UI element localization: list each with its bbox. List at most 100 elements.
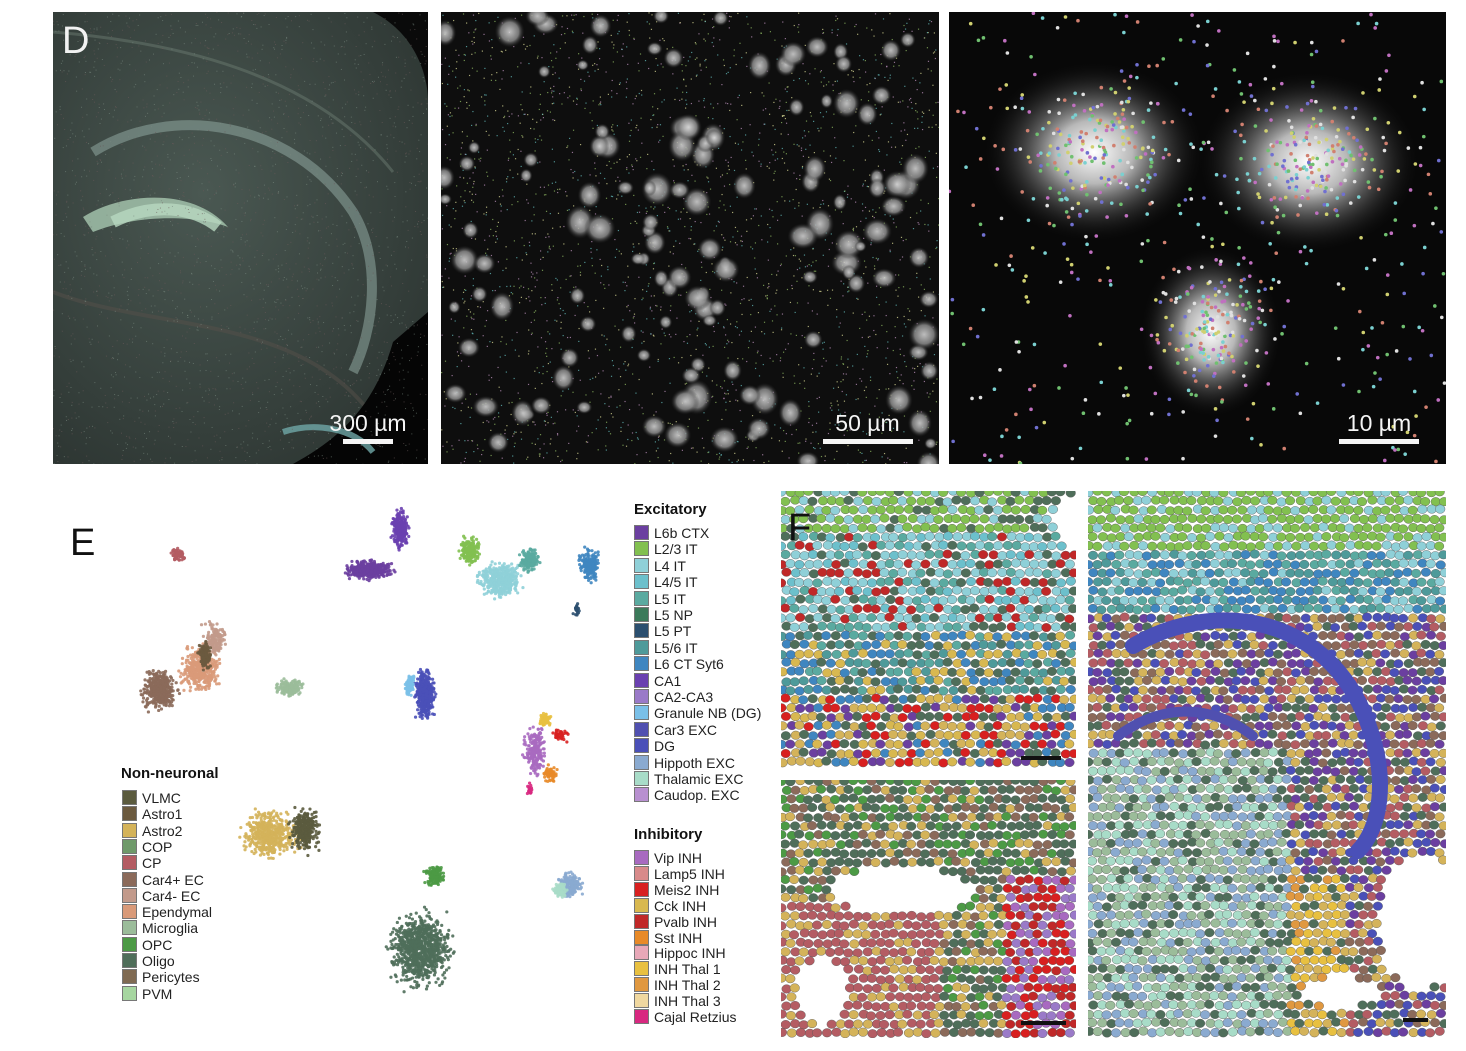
- legend-swatch: [634, 881, 649, 897]
- legend-label: L5/6 IT: [654, 639, 698, 656]
- legend-label: Meis2 INH: [654, 881, 720, 898]
- legend-item: INH Thal 2: [634, 977, 721, 993]
- legend-label: INH Thal 2: [654, 977, 721, 994]
- legend-item: Meis2 INH: [634, 881, 720, 898]
- legend-swatch: [122, 953, 137, 968]
- legend-swatch: [634, 850, 649, 865]
- legend-swatch: [634, 639, 649, 655]
- legend-swatch: [634, 1009, 649, 1024]
- legend-item: Car4- EC: [122, 887, 201, 904]
- legend-swatch: [634, 705, 649, 721]
- panel-f-hemisphere: [1088, 491, 1446, 1038]
- cortex-zoom-view: [441, 12, 939, 464]
- scalebar-bar: [343, 439, 393, 444]
- legend-swatch: [122, 920, 137, 936]
- legend-swatch: [122, 806, 137, 822]
- legend-label: L5 IT: [654, 590, 686, 607]
- legend-label: CP: [142, 855, 162, 872]
- legend-item: Pericytes: [122, 969, 200, 985]
- legend-label: Pvalb INH: [654, 913, 718, 930]
- legend-item: Cck INH: [634, 897, 707, 914]
- legend-label: OPC: [142, 936, 173, 953]
- legend-swatch: [634, 656, 649, 672]
- legend-swatch: [634, 897, 649, 913]
- legend-label: Cck INH: [654, 897, 707, 914]
- legend-swatch: [634, 738, 649, 754]
- legend-item: Caudop. EXC: [634, 787, 740, 803]
- scalebar-label: 50 µm: [835, 410, 900, 436]
- legend-label: Hippoth EXC: [654, 754, 735, 771]
- legend-swatch: [122, 887, 137, 903]
- scalebar-label: 10 µm: [1346, 410, 1412, 436]
- legend-swatch: [122, 822, 137, 838]
- legend-item: Astro2: [122, 822, 183, 839]
- legend-item: Vip INH: [634, 850, 702, 866]
- legend-swatch: [122, 855, 137, 871]
- legend-swatch: [634, 945, 649, 961]
- legend-label: Vip INH: [654, 850, 702, 866]
- legend-swatch: [122, 790, 137, 805]
- legend-label: Oligo: [142, 953, 175, 969]
- legend-item: L2/3 IT: [634, 541, 698, 557]
- legend-label: Hippoc INH: [654, 945, 726, 962]
- legend-item: CP: [122, 855, 161, 871]
- legend-item: Hippoth EXC: [634, 754, 735, 771]
- legend-excitatory-title: Excitatory: [634, 501, 707, 518]
- legend-item: Hippoc INH: [634, 945, 726, 961]
- brain-section-overview: [53, 12, 428, 464]
- legend-label: Astro1: [142, 806, 183, 823]
- legend-label: Ependymal: [142, 904, 213, 921]
- legend-swatch: [634, 961, 649, 977]
- hemisphere-segmentation-map: [1088, 491, 1446, 1038]
- legend-swatch: [634, 541, 649, 557]
- scalebar-bar: [1339, 439, 1419, 444]
- legend-item: Car3 EXC: [634, 721, 717, 738]
- legend-item: L4 IT: [634, 557, 686, 574]
- legend-label: Lamp5 INH: [654, 865, 725, 882]
- ventricle-segmentation-map: [781, 780, 1076, 1038]
- panel-d-image-2: [441, 12, 939, 464]
- legend-label: L6b CTX: [654, 525, 710, 541]
- legend-non-neuronal-title: Non-neuronal: [121, 765, 219, 782]
- legend-label: L5 PT: [654, 623, 692, 640]
- legend-label: L4 IT: [654, 557, 686, 574]
- legend-item: INH Thal 3: [634, 993, 721, 1009]
- panel-letter-f: F: [788, 507, 812, 549]
- legend-item: CA1: [634, 672, 681, 689]
- legend-swatch: [634, 623, 649, 639]
- panel-d-image-3: [949, 12, 1446, 464]
- legend-label: PVM: [142, 985, 173, 1002]
- legend-item: Cajal Retzius: [634, 1009, 736, 1025]
- panel-letter-e: E: [70, 522, 96, 564]
- legend-item: L5 PT: [634, 623, 691, 639]
- legend-item: VLMC: [122, 790, 181, 806]
- legend-item: DG: [634, 738, 675, 754]
- panel-f-cortex-zoom: [781, 491, 1076, 770]
- legend-label: Microglia: [142, 920, 199, 937]
- legend-item: L5 NP: [634, 607, 693, 623]
- legend-swatch: [634, 977, 649, 993]
- legend-swatch: [634, 993, 649, 1009]
- legend-item: L5 IT: [634, 590, 686, 607]
- legend-swatch: [634, 525, 649, 540]
- panel-letter-d: D: [62, 20, 90, 62]
- panel-f-ventricle-zoom: [781, 780, 1076, 1038]
- legend-swatch: [634, 929, 649, 945]
- legend-label: Car4- EC: [142, 887, 201, 904]
- legend-swatch: [122, 985, 137, 1001]
- legend-item: Car4+ EC: [122, 871, 204, 888]
- legend-swatch: [634, 913, 649, 929]
- legend-swatch: [634, 574, 649, 590]
- legend-swatch: [634, 721, 649, 737]
- legend-item: CA2-CA3: [634, 689, 713, 705]
- legend-label: Sst INH: [654, 929, 703, 946]
- legend-swatch: [634, 754, 649, 770]
- legend-label: DG: [654, 738, 675, 755]
- legend-label: Thalamic EXC: [654, 771, 744, 787]
- legend-item: L6b CTX: [634, 525, 709, 541]
- legend-swatch: [634, 672, 649, 688]
- legend-swatch: [122, 838, 137, 854]
- legend-label: L5 NP: [654, 607, 693, 623]
- legend-swatch: [634, 771, 649, 786]
- legend-label: Astro2: [142, 822, 183, 839]
